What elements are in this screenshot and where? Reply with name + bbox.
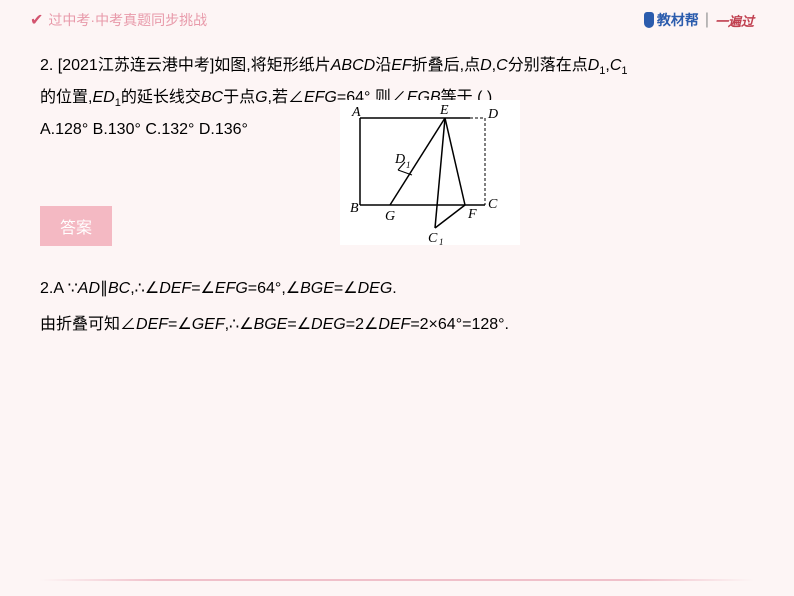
a1-par: ∥	[100, 280, 108, 297]
a2-eq3: =2∠	[346, 316, 379, 333]
svg-text:C: C	[428, 231, 438, 245]
logo-divider: |	[705, 11, 709, 29]
a1-bc: BC	[108, 280, 130, 297]
a1-deg: DEG	[358, 280, 393, 297]
q-c1b: C	[610, 57, 622, 74]
q-bc: BC	[201, 89, 223, 106]
header-right: 教材帮 | 一遍过	[644, 10, 754, 30]
answer-line-2: 由折叠可知∠DEF=∠GEF,∴∠BGE=∠DEG=2∠DEF=2×64°=12…	[40, 307, 754, 342]
a1-t1: ,∴∠	[130, 280, 159, 297]
svg-text:1: 1	[406, 160, 411, 170]
answer-line-1: 2.A ∵AD∥BC,∴∠DEF=∠EFG=64°,∠BGE=∠DEG.	[40, 271, 754, 306]
svg-text:E: E	[439, 103, 449, 118]
q-t2: 折叠后,点	[412, 57, 480, 74]
a1-eq: =∠	[191, 280, 215, 297]
geometry-diagram: A E D B G F C D 1 C 1	[340, 100, 520, 245]
a1-eq2: =∠	[334, 280, 358, 297]
q-t7: ,若∠	[268, 89, 304, 106]
logo-brand: 一遍过	[715, 11, 754, 30]
q-g: G	[255, 89, 267, 106]
footer-decoration	[0, 579, 794, 581]
q-t6: 于点	[223, 89, 255, 106]
a1-p: .	[392, 280, 396, 297]
svg-text:B: B	[350, 201, 359, 216]
answer-label: 答案	[40, 206, 112, 246]
svg-text:D: D	[394, 152, 405, 167]
q-efg: EFG	[304, 89, 337, 106]
q-ef: EF	[391, 57, 411, 74]
a2-def2: DEF	[378, 316, 410, 333]
q-abcd: ABCD	[331, 57, 375, 74]
a2-def: DEF	[136, 316, 168, 333]
svg-text:1: 1	[439, 237, 444, 245]
a2-gef: GEF	[192, 316, 225, 333]
q-t3: 分别落在点	[508, 57, 588, 74]
logo-text: 教材帮	[657, 10, 699, 30]
q-d: D	[480, 57, 492, 74]
a2-deg: DEG	[311, 316, 346, 333]
a2-eq2: =∠	[287, 316, 311, 333]
check-icon: ✔	[30, 10, 43, 30]
a2-prefix: 由折叠可知∠	[40, 316, 136, 333]
a2-t2: =2×64°=128°.	[410, 316, 509, 333]
header-left: ✔ 过中考·中考真题同步挑战	[30, 10, 207, 30]
page-header: ✔ 过中考·中考真题同步挑战 教材帮 | 一遍过	[0, 0, 794, 35]
a1-def: DEF	[159, 280, 191, 297]
a2-bge: BGE	[254, 316, 288, 333]
svg-text:F: F	[467, 207, 477, 222]
q-s2: 1	[621, 65, 627, 77]
a2-eq: =∠	[168, 316, 192, 333]
q-t5: 的延长线交	[121, 89, 201, 106]
content-area: 2. [2021江苏连云港中考]如图,将矩形纸片ABCD沿EF折叠后,点D,C分…	[0, 35, 794, 342]
answer-content: 2.A ∵AD∥BC,∴∠DEF=∠EFG=64°,∠BGE=∠DEG. 由折叠…	[40, 271, 754, 341]
q-prefix: 2. [2021江苏连云港中考]如图,将矩形纸片	[40, 57, 331, 74]
q-c: C	[496, 57, 508, 74]
svg-text:C: C	[488, 197, 498, 212]
a1-bge: BGE	[300, 280, 334, 297]
a2-t1: ,∴∠	[225, 316, 254, 333]
a1-ad: AD	[78, 280, 100, 297]
header-title: 过中考·中考真题同步挑战	[48, 10, 207, 30]
svg-text:A: A	[351, 105, 361, 120]
svg-text:D: D	[487, 107, 498, 122]
q-d1: D	[588, 57, 600, 74]
q-t1: 沿	[375, 57, 391, 74]
logo-icon	[644, 12, 654, 28]
q-ed1: ED	[92, 89, 114, 106]
a1-efg: EFG	[215, 280, 248, 297]
svg-text:G: G	[385, 209, 395, 224]
a1-t2: =64°,∠	[248, 280, 300, 297]
a1-prefix: 2.A ∵	[40, 280, 78, 297]
q-t4: 的位置,	[40, 89, 92, 106]
